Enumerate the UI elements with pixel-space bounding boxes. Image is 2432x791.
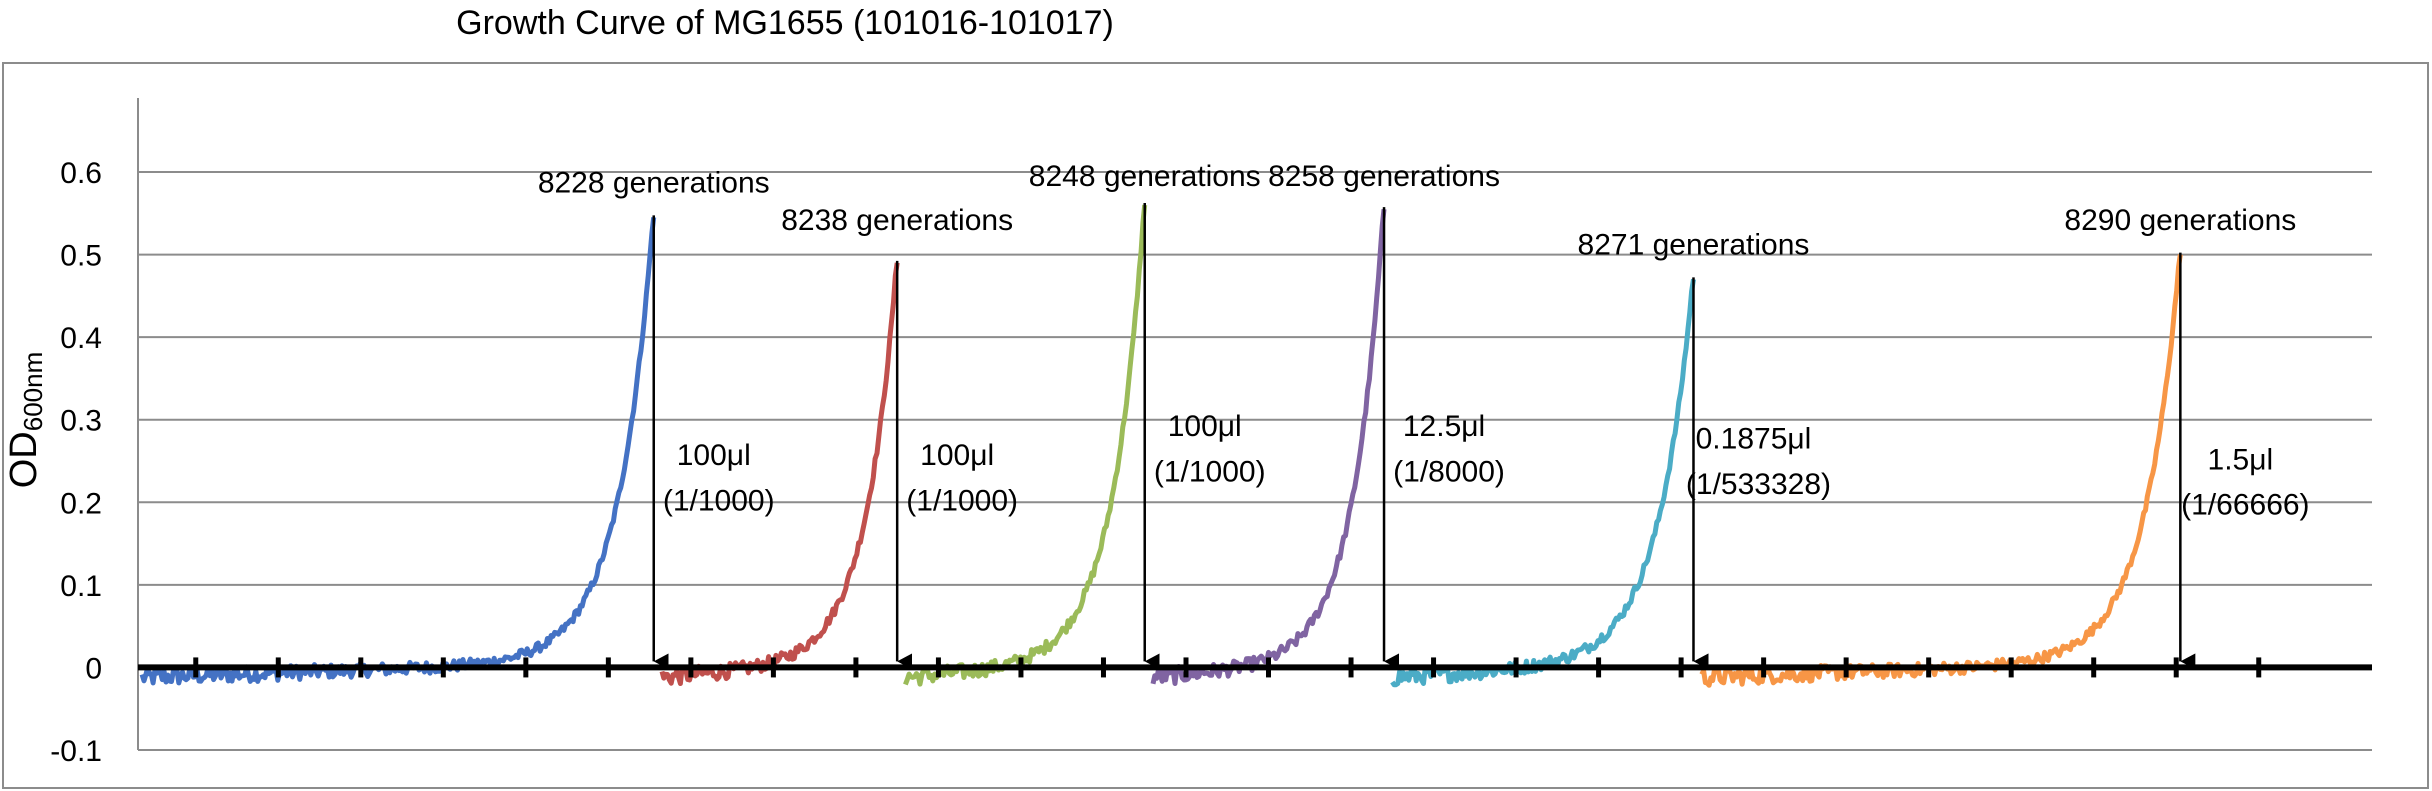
annotation-dilution: (1/1000)	[1154, 456, 1266, 489]
y-axis: -0.1 0 0.1 0.2 0.3 0.4 0.5 0.6	[50, 98, 139, 768]
annotation-generations: 8228 generations	[538, 167, 770, 200]
annotation-generations: 8258 generations	[1268, 160, 1500, 193]
series-line-2	[659, 262, 900, 686]
x-axis	[138, 657, 2372, 678]
y-tick-label: 0.5	[60, 240, 102, 273]
annotation-dilution: (1/1000)	[663, 485, 775, 518]
annotation-volume: 100μl	[920, 439, 994, 472]
y-axis-title: OD600nm	[3, 352, 48, 489]
y-tick-label: 0.6	[60, 157, 102, 190]
annotation-volume: 0.1875μl	[1696, 423, 1812, 456]
y-axis-title-subscript: 600nm	[18, 352, 48, 432]
annotation-generations: 8271 generations	[1578, 229, 1810, 262]
y-tick-label: 0	[85, 652, 102, 685]
series-line-4	[1150, 208, 1387, 686]
annotation-dilution: (1/66666)	[2181, 489, 2309, 522]
grid-layer	[138, 171, 2372, 751]
annotation-volume: 1.5μl	[2208, 443, 2274, 476]
y-tick-label: 0.1	[60, 570, 102, 603]
annotation-generations: 8248 generations	[1029, 160, 1261, 193]
y-tick-label: 0.3	[60, 405, 102, 438]
annotation-generations: 8290 generations	[2064, 204, 2296, 237]
chart-frame	[2, 62, 2429, 789]
annotation-volume: 100μl	[1168, 410, 1242, 443]
y-axis-title-main: OD	[3, 431, 45, 488]
annotation-volume: 100μl	[677, 439, 751, 472]
y-tick-label: 0.4	[60, 322, 102, 355]
annotation-dilution: (1/533328)	[1686, 468, 1831, 501]
y-tick-label: -0.1	[50, 735, 102, 768]
series-line-1	[139, 217, 657, 686]
annotation-generations: 8238 generations	[781, 204, 1013, 237]
series-layer	[139, 204, 2183, 688]
annotation-dilution: (1/8000)	[1393, 456, 1505, 489]
annotation-layer: 8228 generations 100μl (1/1000) 8238 genera…	[538, 160, 2310, 670]
chart-title: Growth Curve of MG1655 (101016-101017)	[456, 4, 1114, 42]
y-tick-label: 0.2	[60, 487, 102, 520]
annotation-dilution: (1/1000)	[906, 485, 1018, 518]
annotation-volume: 12.5μl	[1403, 410, 1485, 443]
